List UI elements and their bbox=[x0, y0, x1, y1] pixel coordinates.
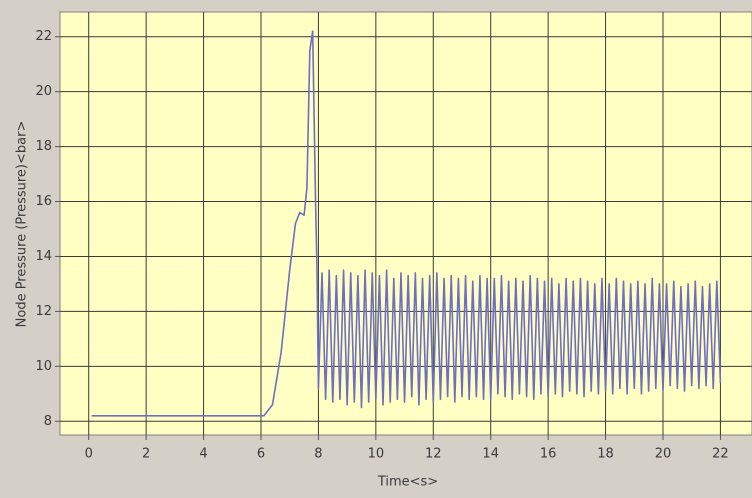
y-tick-label: 22 bbox=[35, 29, 52, 44]
x-tick-label: 16 bbox=[540, 447, 557, 462]
y-tick-label: 16 bbox=[35, 194, 52, 209]
x-tick-label: 22 bbox=[712, 447, 729, 462]
y-tick-label: 10 bbox=[35, 359, 52, 374]
x-tick-label: 2 bbox=[142, 447, 150, 462]
y-axis-label: Node Pressure (Pressure)<bar> bbox=[15, 121, 30, 328]
x-tick-label: 4 bbox=[199, 447, 207, 462]
x-tick-label: 8 bbox=[314, 447, 322, 462]
y-tick-label: 18 bbox=[35, 139, 52, 154]
x-tick-label: 18 bbox=[597, 447, 614, 462]
x-tick-label: 12 bbox=[425, 447, 442, 462]
y-tick-label: 14 bbox=[35, 249, 52, 264]
y-tick-label: 20 bbox=[35, 84, 52, 99]
x-tick-label: 0 bbox=[85, 447, 93, 462]
x-tick-label: 20 bbox=[655, 447, 672, 462]
x-tick-label: 6 bbox=[257, 447, 265, 462]
y-tick-label: 12 bbox=[35, 304, 52, 319]
data-line bbox=[91, 30, 722, 417]
x-tick-label: 14 bbox=[482, 447, 499, 462]
x-tick-label: 10 bbox=[368, 447, 385, 462]
x-axis-label: Time<s> bbox=[377, 475, 438, 490]
y-tick-label: 8 bbox=[44, 414, 52, 429]
